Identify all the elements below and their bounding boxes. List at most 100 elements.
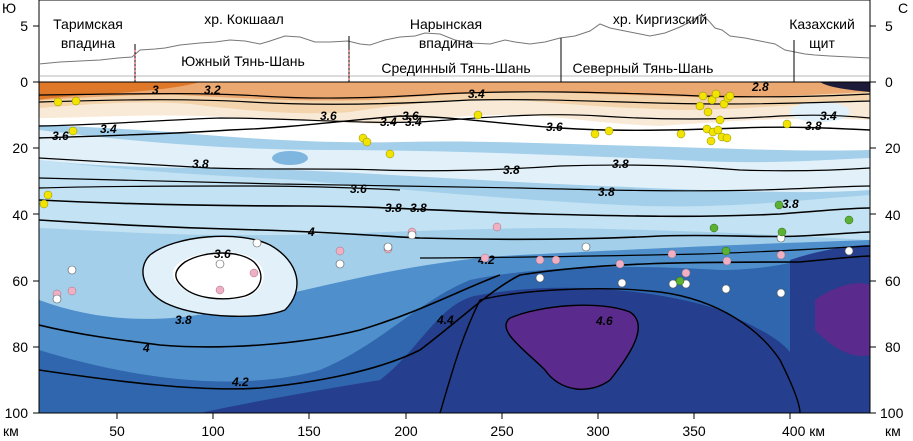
- contour-label: 3.8: [782, 197, 799, 211]
- dot-yellow: [715, 115, 725, 125]
- contour-label: 3.4: [468, 87, 485, 101]
- dot-pink: [215, 285, 225, 295]
- dot-yellow: [782, 119, 792, 129]
- depth-tick-left: 40: [12, 207, 28, 223]
- elevation-tick-left: 5: [20, 18, 28, 34]
- contour-label: 3.4: [380, 115, 397, 129]
- dot-yellow: [719, 99, 729, 109]
- contour-label: 4: [142, 341, 150, 355]
- dot-pink: [535, 255, 545, 265]
- contour-3-6-upper: [39, 115, 870, 139]
- anomaly-purple-right: [815, 283, 870, 356]
- region-north-tien-shan: Северный Тянь-Шань: [573, 60, 714, 76]
- velocity-section: 3 3.2 3.4 3.6 3.6 3.4 3.4 3.6 3.8 3.8 3.…: [39, 82, 870, 413]
- region-naryn-line2: впадина: [419, 35, 474, 51]
- x-tick-label: 300: [586, 423, 610, 439]
- region-naryn-line1: Нарынская: [410, 16, 482, 32]
- dot-pink: [667, 249, 677, 259]
- contour-label: 3.8: [175, 313, 192, 327]
- contour-label: 3.6: [350, 182, 367, 196]
- dot-pink: [249, 268, 259, 278]
- elevation-tick-right: 5: [885, 18, 893, 34]
- contour-4-2-upper: [419, 245, 870, 259]
- contour-label: 3.2: [204, 83, 221, 97]
- depth-tick-right: 40: [885, 207, 901, 223]
- depth-tick-right: 80: [885, 339, 901, 355]
- region-kazakh-line1: Казахский: [789, 16, 855, 32]
- dots-yellow: [39, 89, 792, 209]
- section-frame: [38, 81, 871, 414]
- dot-yellow: [68, 126, 78, 136]
- dot-pink: [492, 222, 502, 232]
- contour-label: 3.4: [100, 122, 117, 136]
- region-tarim-line2: впадина: [61, 35, 116, 51]
- dots-green: [675, 200, 854, 286]
- dot-white: [67, 265, 77, 275]
- contour-label: 3.8: [598, 185, 615, 199]
- contour-label: 3.8: [410, 201, 427, 215]
- contour-label: 3.4: [405, 115, 422, 129]
- depth-tick-right: 100: [880, 405, 904, 421]
- contour-label: 4.6: [595, 314, 613, 328]
- contour-3-6-mid: [39, 185, 401, 191]
- dot-yellow: [711, 89, 721, 99]
- x-tick-label: 200: [394, 423, 418, 439]
- x-tick-label: 250: [490, 423, 514, 439]
- contour-label: 4.4: [436, 313, 454, 327]
- region-kazakh-line2: щит: [809, 35, 835, 51]
- dot-yellow: [590, 129, 600, 139]
- dot-pink: [681, 268, 691, 278]
- dot-white: [215, 259, 225, 269]
- contour-label: 3.8: [192, 157, 209, 171]
- dot-green: [709, 223, 719, 233]
- elevation-tick-right: 0: [885, 74, 893, 90]
- contour-4-0-lower: [39, 274, 501, 348]
- feature-blue-spot: [272, 151, 308, 165]
- anomaly-purple-central: [505, 305, 639, 390]
- contour-label: 3.8: [612, 157, 629, 171]
- dot-yellow: [604, 126, 614, 136]
- contour-label: 3.8: [805, 119, 822, 133]
- depth-tick-right: 20: [885, 140, 901, 156]
- x-unit-left: км: [3, 423, 19, 439]
- depth-tick-left: 80: [12, 339, 28, 355]
- contour-4-6: [505, 304, 639, 390]
- contour-label: 3.6: [214, 247, 231, 261]
- dot-yellow: [676, 129, 686, 139]
- contour-label: 3.6: [546, 120, 563, 134]
- layer-dark-top-right: [820, 82, 870, 92]
- dot-pink: [335, 246, 345, 256]
- region-kokshaal: хр. Кокшаал: [204, 11, 284, 27]
- dot-green: [774, 200, 784, 210]
- contour-3-8: [39, 157, 870, 172]
- dot-pink: [67, 286, 77, 296]
- dot-white: [776, 288, 786, 298]
- contour-label-group: 3 3.2 3.4 3.6 3.6 3.4 3.4 3.6 3.8 3.8 3.…: [52, 82, 837, 389]
- contour-label: 3: [152, 83, 159, 97]
- dot-yellow: [362, 137, 372, 147]
- dot-yellow: [385, 149, 395, 159]
- dot-white: [52, 294, 62, 304]
- dot-green: [844, 215, 854, 225]
- dot-white: [383, 242, 393, 252]
- depth-tick-left: 20: [12, 140, 28, 156]
- y-axes: Ю С 5 5 0 0 20 40 60 80 100 20 40 60 80 …: [2, 0, 908, 421]
- corner-label-right: С: [898, 0, 908, 16]
- x-unit-right: км: [885, 423, 901, 439]
- region-tarim-line1: Таримская: [53, 16, 123, 32]
- dot-pink: [776, 250, 786, 260]
- topography-frame: [38, 0, 871, 83]
- x-tick-label: 150: [297, 423, 321, 439]
- x-tick-label: 400 км: [782, 423, 825, 439]
- dot-white: [335, 259, 345, 269]
- dot-green: [675, 276, 685, 286]
- layer-light-blue2: [39, 160, 870, 240]
- feature-blue-spot-right: [790, 102, 850, 122]
- layer-orange-dark: [39, 82, 200, 100]
- elevation-tick-left: 0: [20, 74, 28, 90]
- dot-yellow: [53, 97, 63, 107]
- x-tick-label: 100: [201, 423, 225, 439]
- dot-yellow: [698, 91, 708, 101]
- dot-yellow: [707, 95, 717, 105]
